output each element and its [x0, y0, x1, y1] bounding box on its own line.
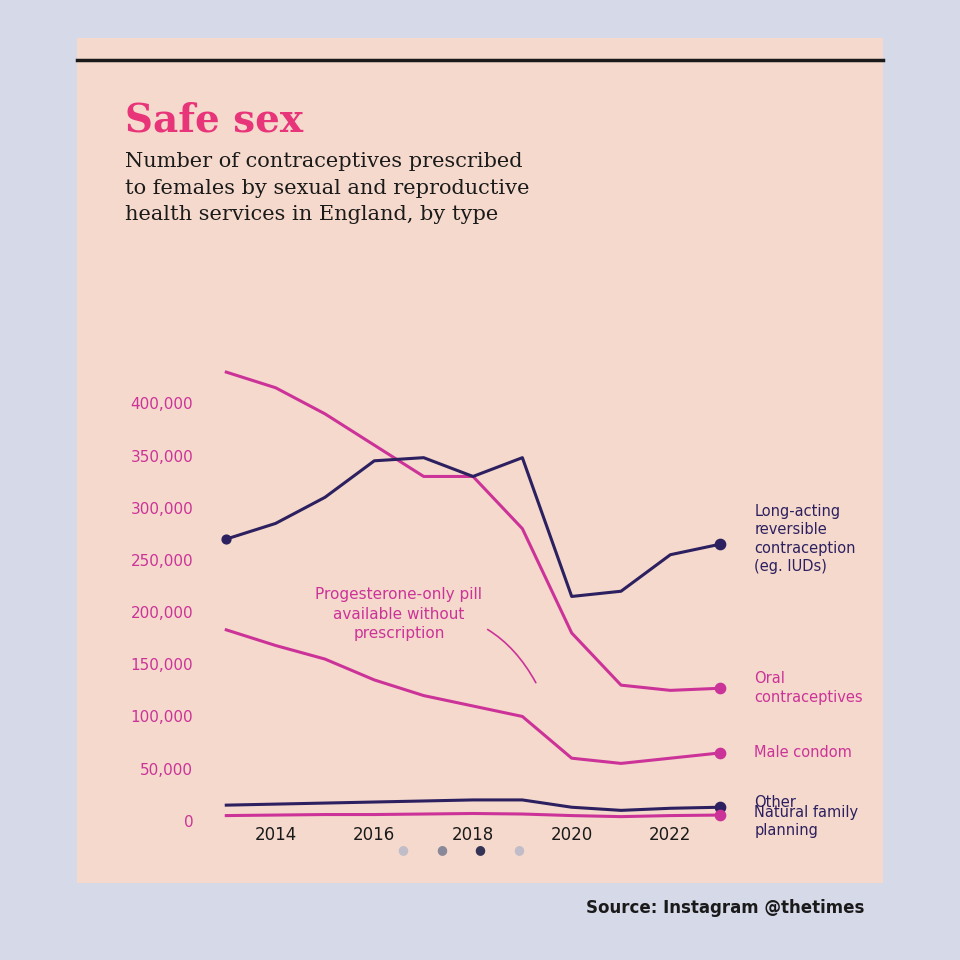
Text: Progesterone-only pill
available without
prescription: Progesterone-only pill available without…	[316, 587, 536, 683]
Text: ●: ●	[397, 843, 409, 856]
Text: Natural family
planning: Natural family planning	[755, 804, 858, 838]
Text: ●: ●	[436, 843, 447, 856]
Point	[712, 800, 728, 815]
Text: Safe sex: Safe sex	[125, 102, 303, 140]
Text: Other: Other	[755, 795, 796, 809]
Point	[712, 537, 728, 552]
Point	[219, 532, 234, 547]
Text: ●: ●	[474, 843, 486, 856]
Text: Number of contraceptives prescribed
to females by sexual and reproductive
health: Number of contraceptives prescribed to f…	[125, 153, 530, 225]
Text: Male condom: Male condom	[755, 746, 852, 760]
Text: ●: ●	[513, 843, 524, 856]
Text: Long-acting
reversible
contraception
(eg. IUDs): Long-acting reversible contraception (eg…	[755, 504, 855, 574]
Text: Oral
contraceptives: Oral contraceptives	[755, 671, 863, 705]
Point	[712, 681, 728, 696]
Point	[712, 745, 728, 760]
Point	[712, 807, 728, 823]
Text: Source: Instagram @thetimes: Source: Instagram @thetimes	[586, 899, 864, 917]
